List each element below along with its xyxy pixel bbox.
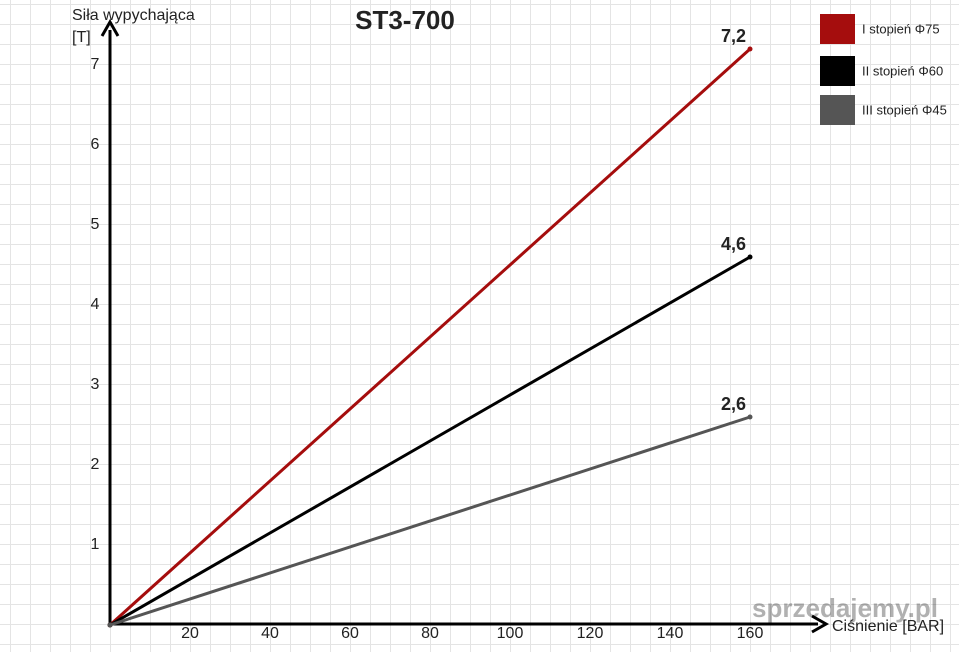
- legend-label: I stopień Φ75: [862, 21, 940, 36]
- y-tick-label: 3: [91, 376, 100, 393]
- data-label: 7,2: [721, 26, 746, 46]
- x-axis-arrow: [811, 614, 830, 634]
- x-axis-label: Ciśnienie [BAR]: [832, 618, 944, 635]
- x-tick-label: 20: [181, 625, 199, 642]
- y-tick-label: 7: [91, 56, 100, 73]
- x-tick-label: 80: [421, 625, 439, 642]
- x-tick-label: 160: [737, 625, 764, 642]
- y-tick-label: 6: [91, 136, 100, 153]
- y-axis-arrow: [100, 18, 120, 37]
- legend-swatch: [820, 14, 855, 44]
- legend-swatch: [820, 56, 855, 86]
- data-point: [747, 46, 753, 52]
- legend-label: III stopień Φ45: [862, 102, 947, 117]
- chart-title: ST3-700: [355, 5, 455, 35]
- data-point: [747, 254, 753, 260]
- x-tick-label: 120: [577, 625, 604, 642]
- y-tick-label: 1: [91, 536, 100, 553]
- data-point: [107, 622, 113, 628]
- x-tick-label: 40: [261, 625, 279, 642]
- data-point: [747, 414, 753, 420]
- x-tick-label: 140: [657, 625, 684, 642]
- data-label: 4,6: [721, 234, 746, 254]
- y-tick-label: 2: [91, 456, 100, 473]
- legend-label: II stopień Φ60: [862, 63, 943, 78]
- series-line: [109, 415, 751, 627]
- watermark: sprzedajemy.pl: [752, 593, 938, 623]
- y-axis-label: [T]: [72, 29, 91, 46]
- y-tick-label: 5: [91, 216, 100, 233]
- y-tick-label: 4: [91, 296, 100, 313]
- series-line: [108, 47, 752, 627]
- series-line: [109, 255, 751, 627]
- legend-swatch: [820, 95, 855, 125]
- x-tick-label: 100: [497, 625, 524, 642]
- data-label: 2,6: [721, 394, 746, 414]
- x-tick-label: 60: [341, 625, 359, 642]
- y-axis-label: Siła wypychająca: [72, 7, 195, 24]
